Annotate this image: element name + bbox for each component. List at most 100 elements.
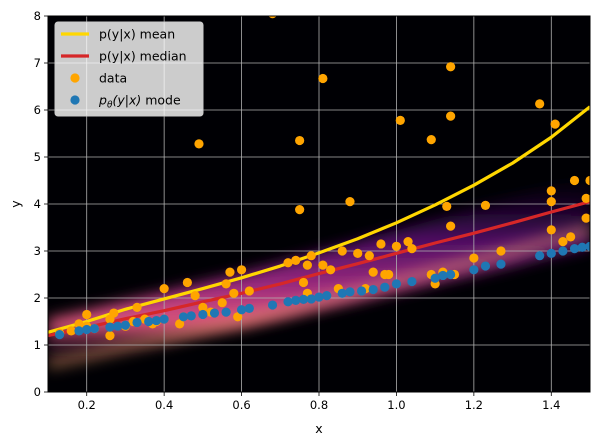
x-tick-label: 1.4: [542, 398, 560, 412]
mode-point: [151, 315, 161, 326]
mode-point: [368, 284, 378, 295]
mode-point: [113, 321, 123, 331]
data-point: [318, 260, 328, 270]
y-tick-label: 3: [34, 244, 41, 258]
mode-point: [391, 279, 402, 289]
data-point: [295, 135, 305, 146]
mode-point: [198, 309, 208, 320]
data-point: [159, 284, 169, 294]
data-point: [291, 255, 301, 265]
x-tick-label: 1.2: [465, 398, 483, 412]
data-point: [182, 277, 192, 288]
mode-point: [356, 286, 367, 296]
mode-point: [159, 314, 169, 324]
median-line: [48, 200, 590, 338]
data-point: [306, 251, 316, 261]
mode-point: [380, 282, 390, 292]
data-point: [236, 265, 247, 275]
data-point: [225, 267, 235, 277]
mode-point: [430, 273, 440, 283]
x-tick-label: 0.6: [232, 398, 250, 412]
mode-point: [209, 308, 220, 318]
data-point: [302, 260, 312, 270]
y-tick-label: 7: [34, 56, 41, 70]
data-point: [244, 286, 254, 296]
mode-point: [236, 305, 247, 315]
mode-point: [120, 320, 131, 330]
data-point: [345, 197, 355, 207]
mode-point: [186, 311, 196, 321]
data-point: [74, 319, 84, 329]
x-tick-label: 0.4: [155, 398, 173, 412]
data-point: [391, 241, 402, 251]
data-point: [446, 111, 456, 121]
mode-point: [105, 322, 115, 332]
mode-point: [585, 241, 590, 251]
legend-label: pθ(y|x) mode: [98, 93, 181, 111]
mode-point: [178, 312, 189, 322]
data-point: [364, 251, 374, 261]
mode-point: [496, 259, 506, 269]
mode-point: [306, 294, 316, 304]
data-point: [268, 16, 277, 19]
data-point: [407, 244, 417, 254]
y-tick-label: 6: [34, 103, 41, 117]
legend-box: [54, 21, 204, 117]
legend-label: data: [99, 71, 127, 86]
data-point: [376, 239, 386, 249]
data-point: [446, 62, 456, 72]
mode-point: [74, 326, 84, 336]
mode-point: [221, 307, 231, 317]
data-point: [194, 139, 204, 149]
data-point: [581, 213, 590, 223]
data-point: [368, 267, 378, 277]
legend-label: p(y|x) median: [99, 49, 187, 64]
data-point: [353, 248, 363, 258]
mode-point: [267, 300, 278, 310]
data-point: [585, 175, 590, 186]
data-point: [198, 302, 208, 312]
mode-point: [82, 324, 92, 335]
x-tick-label: 0.8: [310, 398, 328, 412]
data-point: [233, 312, 243, 322]
data-point: [566, 232, 576, 242]
data-point: [546, 225, 556, 235]
data-point: [403, 237, 413, 247]
data-point: [326, 265, 336, 275]
data-point: [66, 326, 76, 336]
mode-point: [546, 248, 556, 258]
mode-point: [569, 244, 580, 254]
data-point: [298, 277, 309, 288]
legend-marker-swatch: [70, 73, 80, 83]
data-point: [426, 135, 436, 145]
data-point: [105, 331, 115, 341]
x-axis-label: x: [315, 421, 322, 436]
data-point: [318, 73, 328, 84]
data-point: [581, 193, 590, 203]
mode-point: [298, 294, 309, 305]
mode-point: [438, 270, 448, 281]
data-point: [109, 308, 119, 318]
mode-point: [144, 316, 154, 327]
y-tick-label: 2: [34, 291, 41, 305]
mode-point: [535, 251, 545, 261]
mode-point: [480, 261, 491, 271]
mode-point: [469, 265, 479, 275]
data-point: [82, 309, 92, 320]
legend: p(y|x) mean p(y|x) median data pθ(y|x) mode: [54, 21, 204, 117]
mode-point: [407, 276, 417, 287]
mode-point: [446, 269, 456, 280]
y-tick-label: 8: [34, 9, 41, 23]
mode-point: [244, 303, 254, 313]
y-tick-label: 5: [34, 150, 41, 164]
y-tick-label: 0: [34, 385, 41, 399]
data-point: [384, 269, 394, 280]
y-tick-label: 4: [34, 197, 41, 211]
legend-marker-swatch: [70, 95, 80, 105]
mode-point: [345, 287, 355, 297]
mode-point: [132, 317, 142, 328]
data-point: [546, 186, 556, 196]
data-point: [395, 115, 405, 125]
data-point: [480, 200, 491, 211]
